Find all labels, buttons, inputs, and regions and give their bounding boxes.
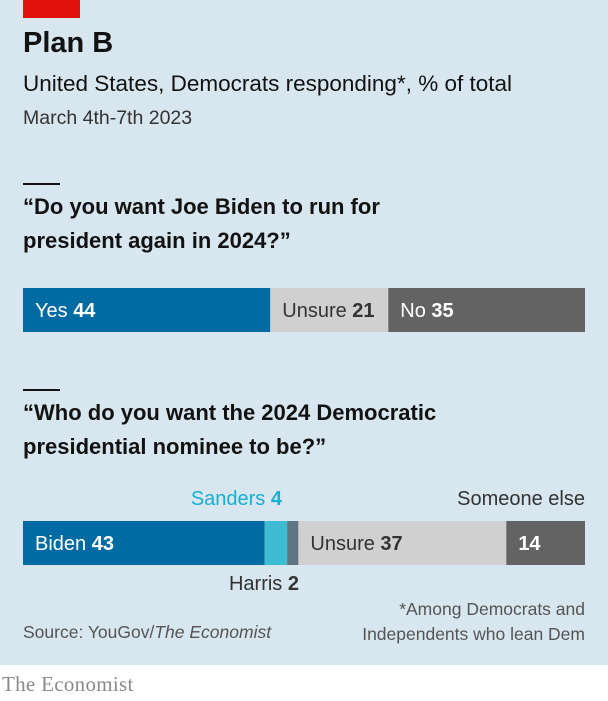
brand-red-tag bbox=[23, 0, 80, 18]
footnote-line-1: *Among Democrats and bbox=[399, 599, 585, 619]
footnote-line-2: Independents who lean Dem bbox=[362, 624, 585, 644]
nominee-label-someone-else: 14 bbox=[518, 533, 541, 555]
nominee-segment-unsure bbox=[298, 521, 507, 565]
biden-run-bar-svg: Yes 44 Unsure 21 No 35 bbox=[23, 288, 585, 332]
nominee-segment-biden bbox=[23, 521, 265, 565]
question-1-rule bbox=[23, 183, 60, 185]
economist-brand: The Economist bbox=[2, 672, 134, 696]
nominee-label-unsure: Unsure 37 bbox=[310, 533, 402, 555]
run-again-label-yes: Yes 44 bbox=[35, 300, 96, 322]
run-again-label-unsure: Unsure 21 bbox=[282, 300, 374, 322]
question-2-line-2: presidential nominee to be?” bbox=[23, 434, 327, 459]
sanders-name: Sanders bbox=[190, 488, 266, 510]
question-1-line-2: president again in 2024?” bbox=[23, 228, 291, 253]
footnote: *Among Democrats and Independents who le… bbox=[362, 597, 585, 647]
harris-annotation: Harris 2 bbox=[229, 573, 299, 596]
run-again-segment-no bbox=[388, 288, 585, 332]
harris-value: 2 bbox=[287, 573, 299, 595]
nominee-bar-svg: Biden 43 Unsure 37 14 bbox=[23, 521, 585, 565]
sanders-value: 4 bbox=[270, 488, 282, 510]
nominee-bar: Biden 43 Unsure 37 14 bbox=[23, 521, 585, 565]
chart-panel: Plan B United States, Democrats respondi… bbox=[0, 0, 608, 665]
run-again-segment-yes bbox=[23, 288, 271, 332]
chart-subtitle: United States, Democrats responding*, % … bbox=[23, 71, 513, 96]
source-prefix: Source: YouGov/ bbox=[23, 622, 155, 642]
sanders-annotation: Sanders 4 bbox=[191, 488, 282, 511]
harris-name: Harris bbox=[228, 573, 283, 595]
nominee-segment-sanders bbox=[264, 521, 288, 565]
source-note: Source: YouGov/The Economist bbox=[23, 622, 271, 643]
nominee-label-biden: Biden 43 bbox=[35, 533, 114, 555]
survey-date: March 4th-7th 2023 bbox=[23, 107, 193, 129]
question-2-title: “Who do you want the 2024 Democratic pre… bbox=[23, 396, 436, 464]
run-again-label-no: No 35 bbox=[400, 300, 453, 322]
nominee-segment-harris bbox=[287, 521, 299, 565]
question-1-title: “Do you want Joe Biden to run for presid… bbox=[23, 190, 380, 258]
question-2-line-1: “Who do you want the 2024 Democratic bbox=[23, 400, 437, 425]
someone-else-annotation: Someone else bbox=[457, 488, 585, 510]
run-again-segment-unsure bbox=[270, 288, 389, 332]
nominee-segment-someone-else bbox=[506, 521, 585, 565]
source-publication: The Economist bbox=[154, 622, 272, 642]
question-2-rule bbox=[23, 389, 60, 391]
biden-run-bar: Yes 44 Unsure 21 No 35 bbox=[23, 288, 585, 332]
chart-title: Plan B bbox=[23, 27, 114, 59]
question-1-line-1: “Do you want Joe Biden to run for bbox=[23, 194, 380, 219]
